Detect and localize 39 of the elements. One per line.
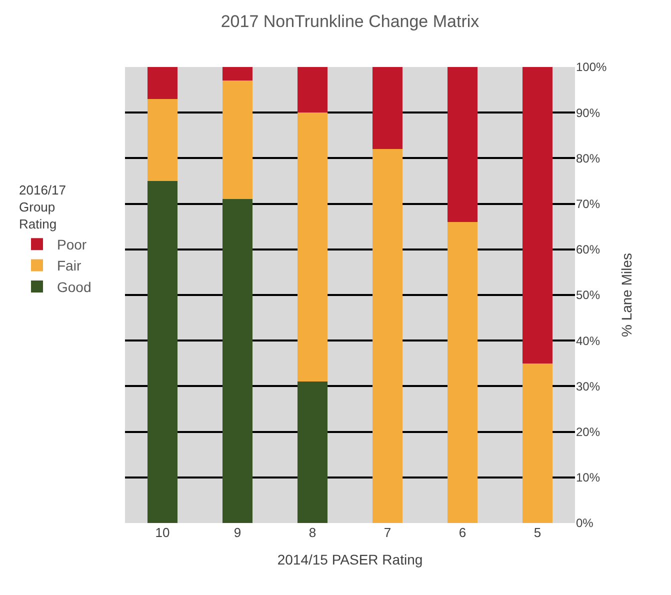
- legend-label: Fair: [57, 258, 82, 274]
- y-tick-label: 50%: [576, 288, 600, 302]
- bar: [148, 67, 178, 99]
- bar: [222, 199, 252, 523]
- y-tick-label: 10%: [576, 470, 600, 485]
- legend-title: 2016/17 Group Rating: [19, 182, 66, 232]
- bar: [222, 80, 252, 200]
- bar: [448, 222, 478, 523]
- y-tick-label: 70%: [576, 197, 600, 211]
- bar: [148, 98, 178, 181]
- y-tick-label: 20%: [576, 425, 600, 439]
- x-tick-label: 5: [534, 525, 542, 540]
- x-tick-label: 7: [384, 525, 392, 540]
- x-tick-label: 9: [234, 525, 242, 540]
- bar: [372, 67, 402, 150]
- y-tick-label: 90%: [576, 106, 600, 120]
- bar: [222, 67, 252, 81]
- bar: [522, 67, 552, 364]
- legend-label: Good: [57, 278, 92, 295]
- x-tick-label: 8: [308, 525, 316, 540]
- y-tick-label: 40%: [576, 334, 600, 348]
- x-tick-label: 10: [155, 525, 170, 540]
- chart-title: 2017 NonTrunkline Change Matrix: [220, 12, 480, 31]
- bar: [372, 149, 402, 523]
- bar: [298, 67, 328, 113]
- bar: [298, 112, 328, 382]
- y-tick-label: 0%: [576, 516, 594, 530]
- y-tick-label: 80%: [576, 151, 600, 166]
- bar: [448, 67, 478, 222]
- x-tick-label: 6: [458, 525, 466, 540]
- legend-label: Poor: [57, 236, 87, 253]
- y-tick-label: 30%: [576, 379, 600, 394]
- bar: [522, 363, 552, 523]
- bar: [148, 181, 178, 523]
- y-tick-label: 100%: [576, 60, 608, 74]
- bar: [298, 382, 328, 523]
- y-tick-label: 60%: [576, 242, 600, 257]
- y-axis-title: % Lane Miles: [618, 252, 634, 338]
- x-axis-title: 2014/15 PASER Rating: [277, 551, 423, 568]
